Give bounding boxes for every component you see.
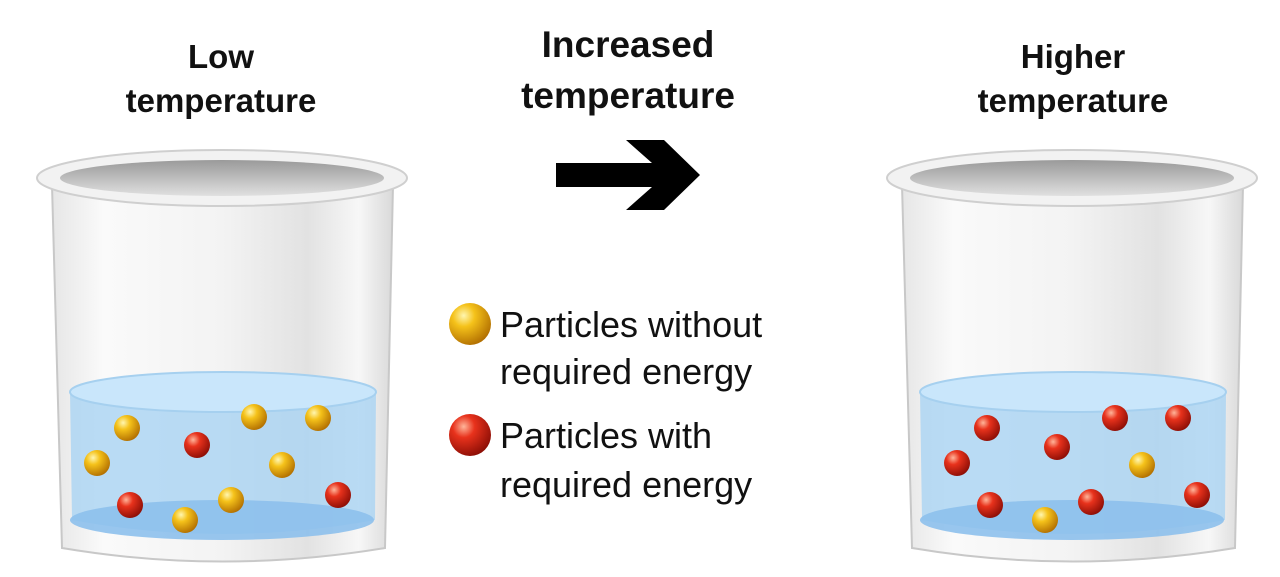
particles-left bbox=[84, 404, 351, 533]
legend-text: Particles with bbox=[500, 415, 712, 456]
legend-swatch-red bbox=[449, 414, 491, 456]
label-left-2: temperature bbox=[126, 82, 317, 119]
label-middle-1: Increased bbox=[542, 24, 715, 65]
legend-swatch-yellow bbox=[449, 303, 491, 345]
label-left-1: Low bbox=[188, 38, 254, 75]
label-right-1: Higher bbox=[1021, 38, 1126, 75]
label-right-2: temperature bbox=[978, 82, 1169, 119]
arrow bbox=[556, 140, 700, 210]
legend-text: required energy bbox=[500, 351, 752, 392]
label-middle-2: temperature bbox=[521, 75, 735, 116]
legend-text: required energy bbox=[500, 464, 752, 505]
legend-text: Particles without bbox=[500, 304, 762, 345]
particles-right bbox=[944, 405, 1210, 533]
